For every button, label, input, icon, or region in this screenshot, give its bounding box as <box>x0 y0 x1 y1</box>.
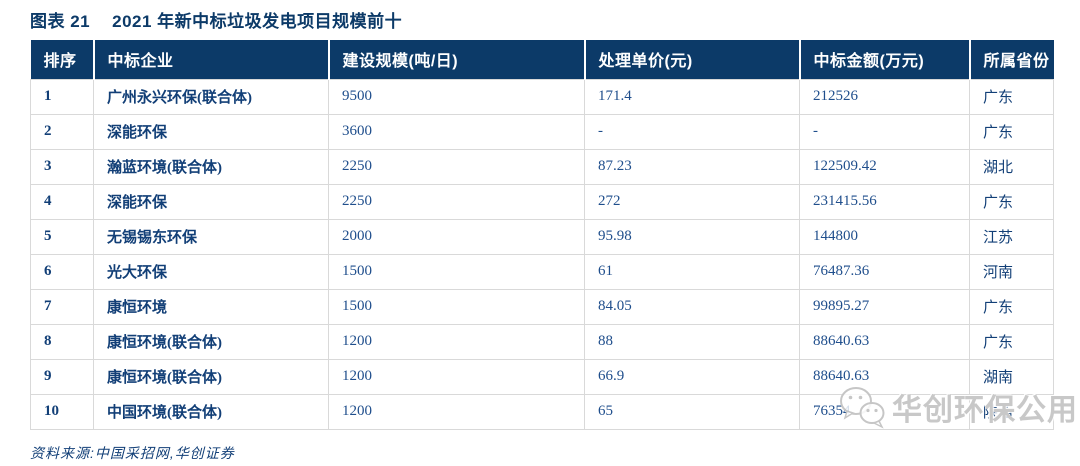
cell-company: 康恒环境(联合体) <box>93 323 329 360</box>
cell-province: 广东 <box>969 323 1054 360</box>
column-header: 所属省份 <box>969 40 1054 79</box>
table-body: 1 广州永兴环保(联合体) 9500 171.4 212526 广东 2 深能环保 3600- -… <box>30 78 1054 430</box>
cell-province: 江苏 <box>969 218 1054 255</box>
cell-province: 广东 <box>969 288 1054 325</box>
cell-company: 康恒环境 <box>93 288 329 325</box>
cell-unit-price: 272 <box>584 183 800 220</box>
cell-company: 光大环保 <box>93 253 329 290</box>
cell-unit-price: 171.4 <box>584 78 800 115</box>
table-row: 5 无锡锡东环保 2000 95.98 144800 江苏 <box>30 218 1054 255</box>
cell-company: 深能环保 <box>93 113 329 150</box>
table-row: 2 深能环保 3600- - 广东 <box>30 113 1054 150</box>
cell-province: 广东 <box>969 183 1054 220</box>
cell-scale: 1500 <box>328 253 585 290</box>
table-row: 9 康恒环境(联合体) 1200 66.9 88640.63 湖南 <box>30 358 1054 395</box>
cell-scale: 2000 <box>328 218 585 255</box>
table-header: 排序 中标企业 建设规模(吨/日) 处理单价(元) 中标金额(万元) 所属省份 <box>30 40 1054 79</box>
column-header: 建设规模(吨/日) <box>328 40 586 79</box>
figure-title: 图表 21 2021 年新中标垃圾发电项目规模前十 <box>30 7 1080 32</box>
cell-unit-price: 61 <box>584 253 800 290</box>
cell-unit-price: 95.98 <box>584 218 800 255</box>
cell-rank: 8 <box>30 323 94 360</box>
cell-amount: 76487.36 <box>799 253 970 290</box>
table-header-row: 排序 中标企业 建设规模(吨/日) 处理单价(元) 中标金额(万元) 所属省份 <box>30 40 1054 79</box>
column-header: 中标金额(万元) <box>799 40 971 79</box>
cell-rank: 9 <box>30 358 94 395</box>
cell-company: 瀚蓝环境(联合体) <box>93 148 329 185</box>
cell-unit-price: - <box>584 113 800 150</box>
cell-rank: 6 <box>30 253 94 290</box>
cell-province: 广东 <box>969 78 1054 115</box>
cell-company: 深能环保 <box>93 183 329 220</box>
cell-rank: 2 <box>30 113 94 150</box>
cell-scale: 1200 <box>328 323 585 360</box>
cell-scale: 3600 <box>328 113 585 150</box>
cell-scale: 2250 <box>328 183 585 220</box>
cell-rank: 7 <box>30 288 94 325</box>
cell-company: 广州永兴环保(联合体) <box>93 78 329 115</box>
cell-unit-price: 66.9 <box>584 358 800 395</box>
cell-province: 湖南 <box>969 358 1054 395</box>
cell-amount: 231415.56 <box>799 183 970 220</box>
column-header: 中标企业 <box>93 40 330 79</box>
column-header: 排序 <box>30 40 95 79</box>
cell-rank: 3 <box>30 148 94 185</box>
figure-caption: 2021 年新中标垃圾发电项目规模前十 <box>112 12 403 31</box>
cell-rank: 10 <box>30 393 94 430</box>
table-row: 4 深能环保 2250 272 231415.56 广东 <box>30 183 1054 220</box>
cell-amount: 88640.63 <box>799 358 970 395</box>
cell-amount: 122509.42 <box>799 148 970 185</box>
cell-unit-price: 65 <box>584 393 800 430</box>
cell-province: 广东 <box>969 113 1054 150</box>
source-note: 资料来源:中国采招网,华创证券 <box>30 444 235 461</box>
cell-amount: 76354 <box>799 393 970 430</box>
table-row: 1 广州永兴环保(联合体) 9500 171.4 212526 广东 <box>30 78 1054 115</box>
cell-province: 湖北 <box>969 148 1054 185</box>
cell-unit-price: 84.05 <box>584 288 800 325</box>
cell-amount: - <box>799 113 970 150</box>
cell-scale: 1500 <box>328 288 585 325</box>
column-header: 处理单价(元) <box>584 40 801 79</box>
table-row: 8 康恒环境(联合体) 1200 88 88640.63 广东 <box>30 323 1054 360</box>
cell-amount: 212526 <box>799 78 970 115</box>
table-row: 3 瀚蓝环境(联合体) 2250 87.23 122509.42 湖北 <box>30 148 1054 185</box>
cell-scale: 1200 <box>328 358 585 395</box>
cell-amount: 144800 <box>799 218 970 255</box>
figure-label: 图表 21 <box>30 12 91 31</box>
cell-scale: 9500 <box>328 78 585 115</box>
table-row: 6 光大环保 1500 61 76487.36 河南 <box>30 253 1054 290</box>
cell-unit-price: 87.23 <box>584 148 800 185</box>
cell-company: 无锡锡东环保 <box>93 218 329 255</box>
cell-rank: 1 <box>30 78 94 115</box>
bid-projects-table: 排序 中标企业 建设规模(吨/日) 处理单价(元) 中标金额(万元) 所属省份 1 广州永兴… <box>30 40 1054 430</box>
cell-scale: 1200 <box>328 393 585 430</box>
table-row: 10 中国环境(联合体) 1200 65 76354 陕西 <box>30 393 1054 430</box>
cell-province: 陕西 <box>969 393 1054 430</box>
cell-rank: 4 <box>30 183 94 220</box>
cell-company: 康恒环境(联合体) <box>93 358 329 395</box>
cell-rank: 5 <box>30 218 94 255</box>
cell-amount: 99895.27 <box>799 288 970 325</box>
table-row: 7 康恒环境 1500 84.05 99895.27 广东 <box>30 288 1054 325</box>
cell-unit-price: 88 <box>584 323 800 360</box>
cell-province: 河南 <box>969 253 1054 290</box>
cell-company: 中国环境(联合体) <box>93 393 329 430</box>
cell-scale: 2250 <box>328 148 585 185</box>
cell-amount: 88640.63 <box>799 323 970 360</box>
